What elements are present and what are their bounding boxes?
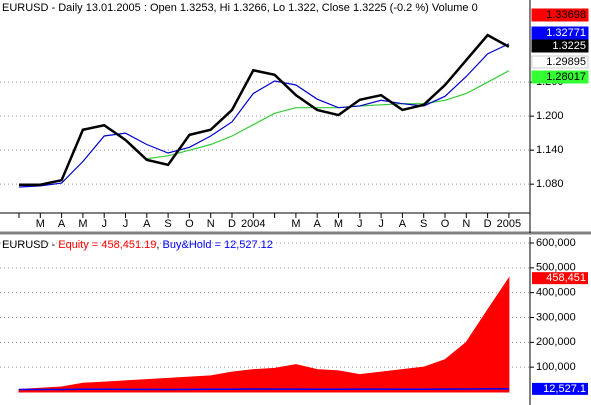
pane-title: , [156, 239, 162, 251]
chart-title: EURUSD - Daily 13.01.2005 : Open 1.3253,… [2, 2, 478, 14]
y-tick-label: 100,000 [536, 361, 576, 373]
value-label: 1.32771 [546, 27, 586, 39]
x-tick-label: J [101, 218, 107, 230]
value-box [531, 26, 589, 40]
series-line [18, 43, 510, 188]
x-tick-label: 2004 [241, 218, 265, 230]
y-tick-label: 400,000 [536, 287, 576, 299]
x-tick-label: M [334, 218, 343, 230]
x-tick-label: D [484, 218, 492, 230]
x-tick-label: O [441, 218, 450, 230]
y-tick-label: 1.140 [536, 144, 564, 156]
pane-title: EURUSD - [2, 239, 58, 251]
x-tick-label: A [314, 218, 322, 230]
y-tick-label: 600,000 [536, 237, 576, 249]
y-tick-label: 1.200 [536, 110, 564, 122]
y-tick-label: 1.080 [536, 178, 564, 190]
value-label: 458,451 [546, 272, 586, 284]
y-tick-label: 200,000 [536, 336, 576, 348]
series-line [146, 70, 510, 160]
x-tick-label: J [357, 218, 363, 230]
value-label: 1.33698 [546, 9, 586, 21]
x-tick-label: J [378, 218, 384, 230]
value-box [532, 272, 588, 285]
buyhold-line [19, 388, 509, 391]
x-tick-label: 2005 [497, 218, 521, 230]
x-tick-label: M [78, 218, 87, 230]
x-tick-label: D [228, 218, 236, 230]
value-label: 12,527.1 [543, 383, 586, 395]
y-tick-label: 500,000 [536, 262, 576, 274]
x-tick-label: S [420, 218, 427, 230]
value-box [531, 70, 589, 84]
value-box [531, 55, 589, 69]
x-tick-label: O [185, 218, 194, 230]
value-label: 1.3225 [552, 40, 586, 52]
value-box [531, 8, 589, 22]
value-label: 1.29895 [546, 56, 586, 68]
x-tick-label: S [164, 218, 171, 230]
value-box [531, 39, 589, 53]
equity-area [18, 276, 510, 393]
value-box [532, 382, 588, 395]
x-tick-label: J [123, 218, 129, 230]
x-tick-label: N [462, 218, 470, 230]
series-line [19, 33, 510, 186]
x-tick-label: A [143, 218, 151, 230]
value-label: 1.28017 [546, 71, 586, 83]
pane-title: Equity = 458,451.19 [58, 239, 156, 251]
pane-title: Buy&Hold = 12,527.12 [163, 239, 273, 251]
x-tick-label: N [207, 218, 215, 230]
x-tick-label: M [291, 218, 300, 230]
y-tick-label: 300,000 [536, 311, 576, 323]
x-tick-label: M [36, 218, 45, 230]
x-tick-label: A [399, 218, 407, 230]
x-tick-label: A [58, 218, 66, 230]
